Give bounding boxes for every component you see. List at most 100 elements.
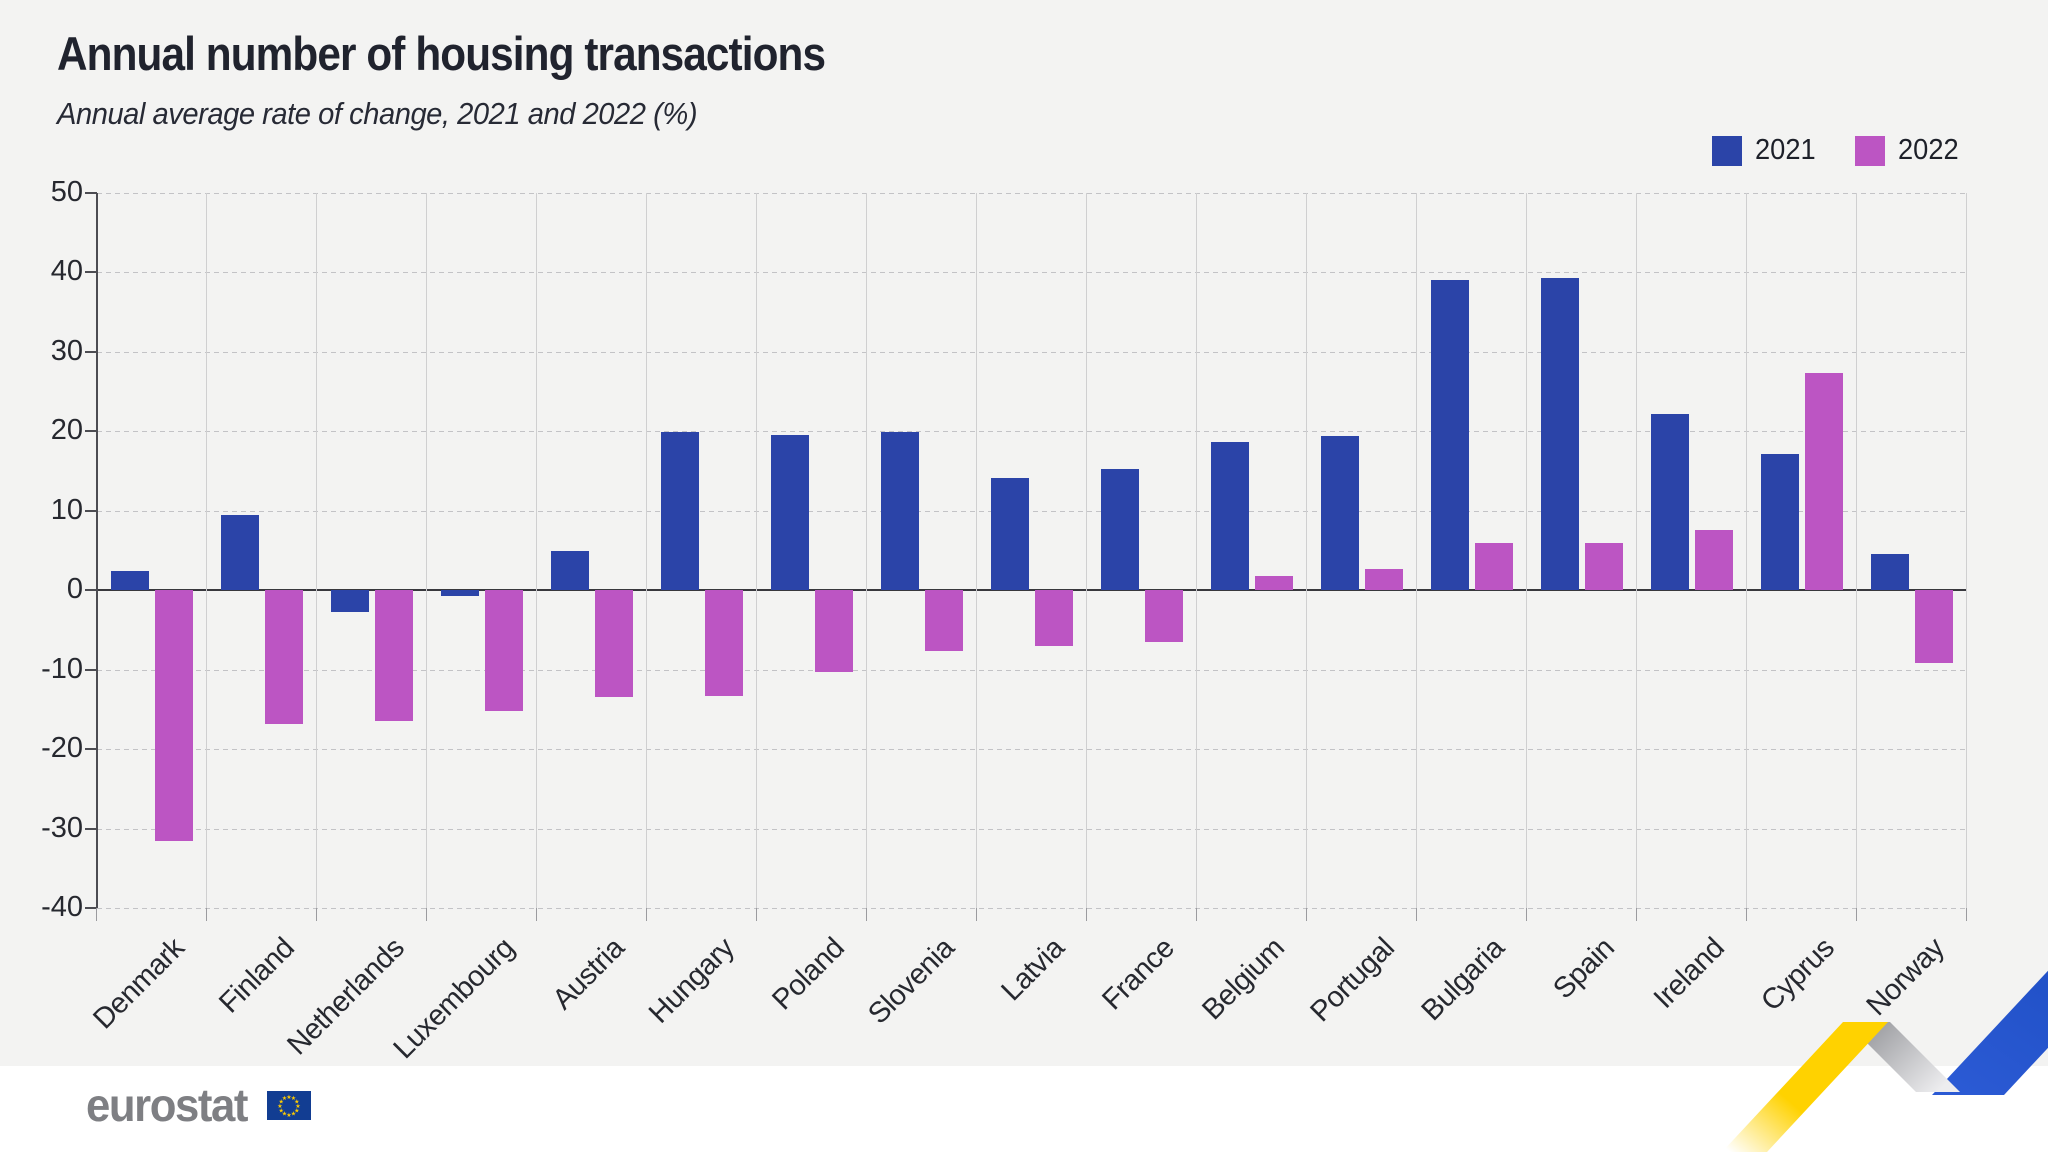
gridline--20 [97,749,1967,751]
bar-2022-Belgium [1255,575,1293,591]
column-separator [1966,193,1967,908]
x-axis-tick [646,908,647,921]
svg-text:★: ★ [282,1110,287,1117]
y-axis-tick [85,350,97,353]
bar-2021-France [1101,469,1139,591]
x-axis-tick [1966,908,1967,921]
eurostat-logo: eurostat ★ ★ ★ ★ ★ ★ ★ ★ ★ ★ ★ ★ [86,1079,312,1131]
y-axis-label: 10 [50,493,83,526]
svg-text:★: ★ [291,1110,296,1117]
bar-2022-Portugal [1365,568,1403,591]
svg-text:★: ★ [282,1095,287,1102]
x-axis-tick [1526,908,1527,921]
y-axis-label: -30 [41,811,83,844]
zero-gridline [97,589,1967,592]
bar-2021-Poland [771,434,809,591]
bar-2021-Ireland [1651,413,1689,591]
svg-text:★: ★ [287,1093,292,1100]
x-axis-tick [536,908,537,921]
svg-text:★: ★ [295,1107,300,1114]
bar-2021-Cyprus [1761,453,1799,591]
svg-text:★: ★ [279,1107,284,1114]
bar-2022-Hungary [705,590,743,696]
x-axis-tick [1746,908,1747,921]
column-separator [756,193,757,908]
x-axis-tick [316,908,317,921]
bar-2021-Bulgaria [1431,280,1469,591]
bar-2022-Slovenia [925,590,963,651]
bar-2021-Hungary [661,432,699,591]
column-separator [1196,193,1197,908]
svg-text:★: ★ [296,1102,301,1109]
eu-flag-icon: ★ ★★★★★★★★★★★ [267,1090,312,1120]
y-axis-line [96,193,98,908]
svg-text:★: ★ [278,1102,283,1109]
x-axis-tick [1086,908,1087,921]
bar-2021-Slovenia [881,432,919,591]
bar-2022-Poland [815,590,853,673]
bar-2022-Cyprus [1805,372,1843,591]
gridline-30 [97,351,1967,353]
y-axis-label: 40 [50,255,83,288]
column-separator [1306,193,1307,908]
gridline-50 [97,193,1967,194]
bar-2021-Finland [221,514,259,591]
x-axis-tick [1856,908,1857,921]
y-axis-label: 30 [50,334,83,367]
legend-label-2022: 2022 [1898,134,1960,166]
y-axis-tick [85,827,97,830]
bar-2021-Norway [1871,554,1909,591]
bar-2022-Denmark [155,590,193,842]
y-axis-tick [85,509,97,512]
column-separator [866,193,867,908]
x-axis-tick [206,908,207,921]
bar-2021-Portugal [1321,436,1359,591]
gridline--10 [97,669,1967,671]
bar-2022-Ireland [1695,529,1733,591]
legend-label-2021: 2021 [1754,134,1816,166]
x-axis-tick [1636,908,1637,921]
x-axis-tick [426,908,427,921]
x-axis-tick [1306,908,1307,921]
column-separator [536,193,537,908]
y-axis-tick [85,430,97,433]
column-separator [1636,193,1637,908]
column-separator [1856,193,1857,908]
gridline-20 [97,431,1967,433]
svg-text:★: ★ [287,1111,292,1118]
bar-2021-Netherlands [331,590,369,613]
gridline-10 [97,510,1967,512]
legend: 2021 2022 [97,134,1963,167]
bar-2022-Latvia [1035,590,1073,646]
bar-2021-Luxembourg [441,590,479,596]
page-subtitle: Annual average rate of change, 2021 and … [57,96,698,131]
column-separator [646,193,647,908]
y-axis-label: 50 [50,176,83,208]
legend-item-2022: 2022 [1855,134,1963,167]
bar-2021-Spain [1541,278,1579,591]
y-axis-tick [85,668,97,671]
svg-text:★: ★ [279,1098,284,1105]
eurostat-logo-text: eurostat [86,1079,248,1131]
x-axis-tick [866,908,867,921]
bar-2022-France [1145,590,1183,642]
column-separator [206,193,207,908]
column-separator [1416,193,1417,908]
bar-2022-Bulgaria [1475,543,1513,591]
column-separator [976,193,977,908]
bar-2021-Belgium [1211,442,1249,591]
x-axis-tick [1416,908,1417,921]
footer [0,1066,2048,1152]
gridline--40 [97,908,1967,909]
bar-2022-Norway [1915,590,1953,664]
legend-swatch-2022-icon [1855,135,1886,166]
legend-swatch-2021-icon [1711,135,1742,166]
y-axis-tick [85,271,97,274]
svg-text:★: ★ [291,1095,296,1102]
y-axis-label: 20 [50,414,83,447]
x-axis-tick [1196,908,1197,921]
x-axis-tick [756,908,757,921]
bar-2021-Denmark [111,571,149,591]
column-separator [316,193,317,908]
